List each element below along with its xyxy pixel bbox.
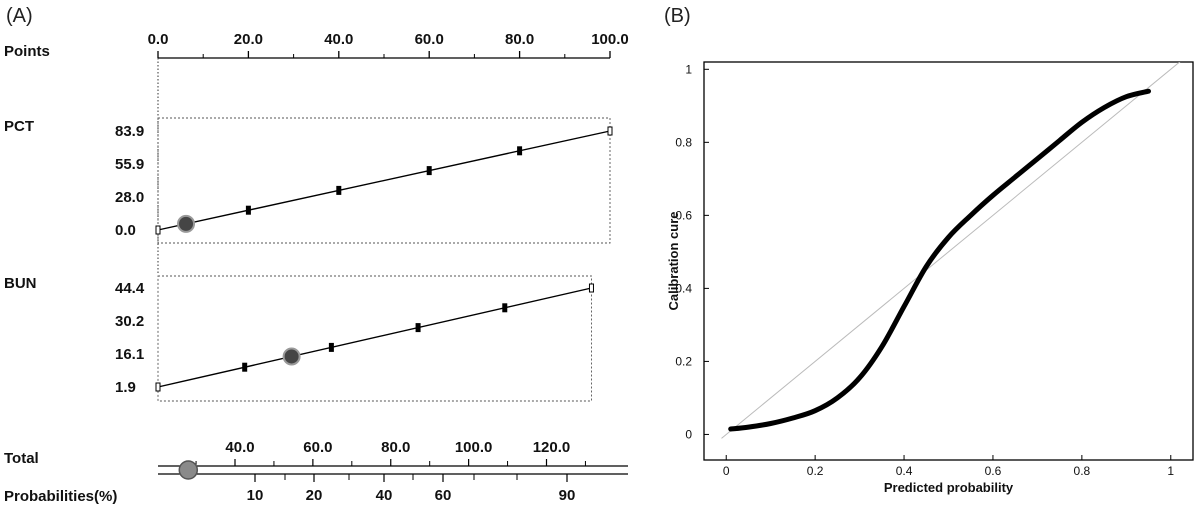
variable-tick-mark bbox=[426, 166, 432, 176]
variable-value-marker bbox=[177, 214, 196, 233]
variable-tick-label: 44.4 bbox=[115, 280, 145, 297]
y-tick-label: 0.6 bbox=[675, 208, 692, 222]
probability-tick-label: 20 bbox=[306, 487, 323, 504]
variable-scale-line bbox=[157, 287, 592, 388]
variable-tick-mark bbox=[155, 225, 161, 235]
x-tick-label: 0.4 bbox=[896, 464, 913, 478]
reference-diagonal-line bbox=[721, 62, 1181, 439]
total-tick-label: 80.0 bbox=[381, 439, 410, 456]
x-tick-label: 0.8 bbox=[1074, 464, 1091, 478]
variable-tick-label: 55.9 bbox=[115, 156, 144, 173]
y-tick-label: 0.4 bbox=[675, 281, 692, 295]
variable-tick-mark bbox=[415, 323, 421, 333]
variable-name: BUN bbox=[4, 275, 37, 292]
variable-tick-label: 16.1 bbox=[115, 346, 144, 363]
x-tick-label: 0 bbox=[723, 464, 730, 478]
points-tick-label: 0.0 bbox=[148, 31, 169, 48]
probability-tick-label: 60 bbox=[435, 487, 452, 504]
y-axis-label: Calibration cure bbox=[666, 212, 681, 311]
variable-scale-line bbox=[157, 130, 611, 231]
variable-tick-label: 83.9 bbox=[115, 123, 144, 140]
x-tick-label: 0.2 bbox=[807, 464, 824, 478]
y-tick-label: 0 bbox=[685, 427, 692, 441]
variable-tick-mark bbox=[607, 126, 613, 136]
variable-tick-label: 30.2 bbox=[115, 313, 144, 330]
total-value-marker bbox=[178, 460, 199, 480]
variable-tick-mark bbox=[588, 283, 594, 293]
points-tick-label: 80.0 bbox=[505, 31, 534, 48]
variable-tick-mark bbox=[502, 303, 508, 313]
total-tick-label: 100.0 bbox=[455, 439, 493, 456]
variable-value-marker bbox=[282, 347, 301, 366]
variable-range-box bbox=[157, 117, 611, 244]
variable-range-box bbox=[157, 275, 592, 402]
variable-tick-label: 1.9 bbox=[115, 379, 136, 396]
y-tick-label: 1 bbox=[685, 62, 692, 76]
total-tick-label: 40.0 bbox=[225, 439, 254, 456]
points-axis-label: Points bbox=[4, 43, 50, 60]
variable-tick-mark bbox=[336, 185, 342, 195]
probability-tick-label: 40 bbox=[376, 487, 393, 504]
total-tick-label: 60.0 bbox=[303, 439, 332, 456]
calibration-curve-line bbox=[728, 88, 1151, 432]
points-tick-label: 40.0 bbox=[324, 31, 353, 48]
variable-tick-mark bbox=[155, 382, 161, 392]
probability-axis-label: Probabilities(%) bbox=[4, 488, 117, 505]
probability-tick-label: 10 bbox=[247, 487, 264, 504]
variable-tick-mark bbox=[328, 342, 334, 352]
x-axis-label: Predicted probability bbox=[884, 480, 1014, 495]
plot-frame bbox=[703, 61, 1194, 461]
panel-a-label: (A) bbox=[6, 5, 33, 27]
total-tick-label: 120.0 bbox=[533, 439, 571, 456]
y-tick-label: 0.2 bbox=[675, 354, 692, 368]
variable-tick-label: 28.0 bbox=[115, 189, 144, 206]
points-tick-label: 20.0 bbox=[234, 31, 263, 48]
y-tick-label: 0.8 bbox=[675, 135, 692, 149]
variable-tick-mark bbox=[517, 146, 523, 156]
points-tick-label: 100.0 bbox=[591, 31, 629, 48]
variable-tick-mark bbox=[245, 205, 251, 215]
panel-b-label: (B) bbox=[664, 5, 691, 27]
x-tick-label: 0.6 bbox=[985, 464, 1002, 478]
nomogram-panel: (A) Points 0.0 20.0 40.0 60.0 80.0 100.0 PCT 0.0… bbox=[4, 5, 629, 505]
points-tick-label: 60.0 bbox=[415, 31, 444, 48]
variable-tick-label: 0.0 bbox=[115, 222, 136, 239]
probability-tick-label: 90 bbox=[559, 487, 576, 504]
variable-tick-mark bbox=[242, 362, 248, 372]
total-axis-label: Total bbox=[4, 450, 39, 467]
x-tick-label: 1 bbox=[1167, 464, 1174, 478]
variable-name: PCT bbox=[4, 118, 34, 135]
